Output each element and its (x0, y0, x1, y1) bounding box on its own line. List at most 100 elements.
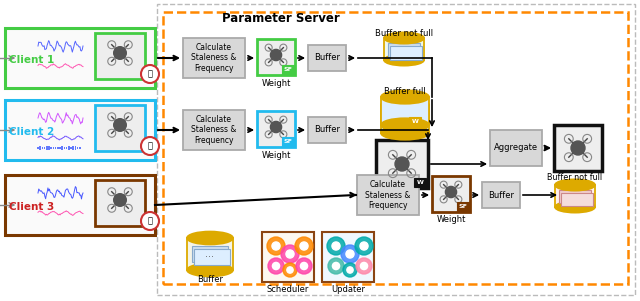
Text: Scheduler: Scheduler (267, 286, 309, 294)
Bar (308, 117, 346, 143)
Bar (60, 147, 61, 149)
Bar (75, 146, 76, 150)
Bar (187, 238, 233, 270)
Circle shape (347, 267, 353, 273)
Bar (63, 147, 65, 149)
Text: Buffer: Buffer (197, 275, 223, 284)
Bar (44, 147, 45, 148)
Bar (482, 182, 520, 208)
Circle shape (268, 258, 284, 274)
Text: SF: SF (284, 67, 292, 72)
Ellipse shape (187, 231, 233, 244)
Bar (257, 111, 295, 147)
Bar (40, 146, 41, 150)
Bar (457, 202, 469, 211)
Circle shape (341, 245, 359, 263)
Text: ...: ... (205, 249, 214, 259)
Bar (357, 175, 419, 215)
Bar (42, 147, 43, 149)
Bar (555, 185, 595, 207)
Bar (490, 130, 542, 166)
Bar (95, 33, 145, 79)
Bar (46, 146, 47, 150)
Bar (561, 193, 593, 206)
Circle shape (332, 262, 340, 270)
Text: Buffer not full: Buffer not full (547, 173, 603, 182)
Circle shape (141, 137, 159, 155)
Circle shape (270, 49, 282, 61)
Circle shape (114, 119, 126, 131)
Circle shape (571, 141, 585, 155)
Circle shape (360, 242, 368, 250)
Circle shape (283, 263, 297, 277)
Text: Client 3: Client 3 (10, 202, 54, 212)
Bar (77, 147, 78, 149)
Text: Client 2: Client 2 (10, 127, 54, 137)
Bar (390, 46, 422, 60)
Circle shape (287, 267, 293, 273)
Circle shape (141, 212, 159, 230)
Bar (559, 190, 591, 203)
Bar (262, 232, 314, 282)
Text: Client 1: Client 1 (10, 55, 54, 65)
Circle shape (281, 245, 299, 263)
Bar (163, 12, 628, 284)
Ellipse shape (187, 264, 233, 276)
Ellipse shape (381, 118, 429, 132)
Text: 🕐: 🕐 (147, 216, 152, 225)
Bar (95, 180, 145, 226)
Bar (79, 147, 81, 149)
Bar (5, 28, 155, 88)
Circle shape (114, 194, 126, 206)
Circle shape (296, 258, 312, 274)
Circle shape (272, 242, 280, 250)
Circle shape (332, 242, 340, 250)
Bar (183, 110, 245, 150)
Circle shape (328, 258, 344, 274)
Text: SF: SF (459, 204, 467, 209)
Text: Buffer full: Buffer full (384, 88, 426, 97)
Bar (432, 176, 470, 212)
Text: Weight: Weight (261, 150, 291, 160)
Circle shape (355, 237, 373, 255)
Circle shape (360, 262, 367, 270)
Bar (388, 43, 420, 57)
Circle shape (295, 237, 313, 255)
Bar (95, 105, 145, 151)
Bar (5, 175, 155, 235)
Bar (37, 147, 39, 150)
Bar (257, 39, 295, 75)
Bar (57, 147, 58, 149)
Bar (55, 147, 56, 149)
Ellipse shape (555, 201, 595, 213)
Circle shape (286, 250, 294, 258)
Bar (282, 137, 294, 146)
Text: 🕐: 🕐 (147, 70, 152, 79)
Text: W: W (417, 180, 424, 185)
Circle shape (395, 157, 409, 171)
Bar (308, 45, 346, 71)
Ellipse shape (384, 54, 424, 66)
Circle shape (273, 262, 280, 270)
Bar (322, 232, 374, 282)
Circle shape (114, 47, 126, 59)
Ellipse shape (381, 90, 429, 104)
Bar (51, 147, 52, 149)
Bar (194, 249, 230, 265)
Text: Calculate
Staleness &
Frequency: Calculate Staleness & Frequency (191, 115, 237, 145)
Text: Buffer: Buffer (314, 54, 340, 63)
Text: Updater: Updater (331, 286, 365, 294)
Bar (376, 140, 428, 188)
Bar (61, 146, 63, 150)
Bar (72, 146, 74, 150)
Ellipse shape (555, 179, 595, 191)
Bar (48, 146, 50, 150)
Text: Weight: Weight (261, 79, 291, 88)
Bar (282, 65, 294, 74)
Ellipse shape (381, 126, 429, 140)
Text: Buffer not full: Buffer not full (375, 29, 433, 38)
Bar (414, 178, 426, 187)
Text: Parameter Server: Parameter Server (222, 11, 340, 24)
Text: W: W (412, 119, 419, 124)
Bar (157, 4, 635, 295)
